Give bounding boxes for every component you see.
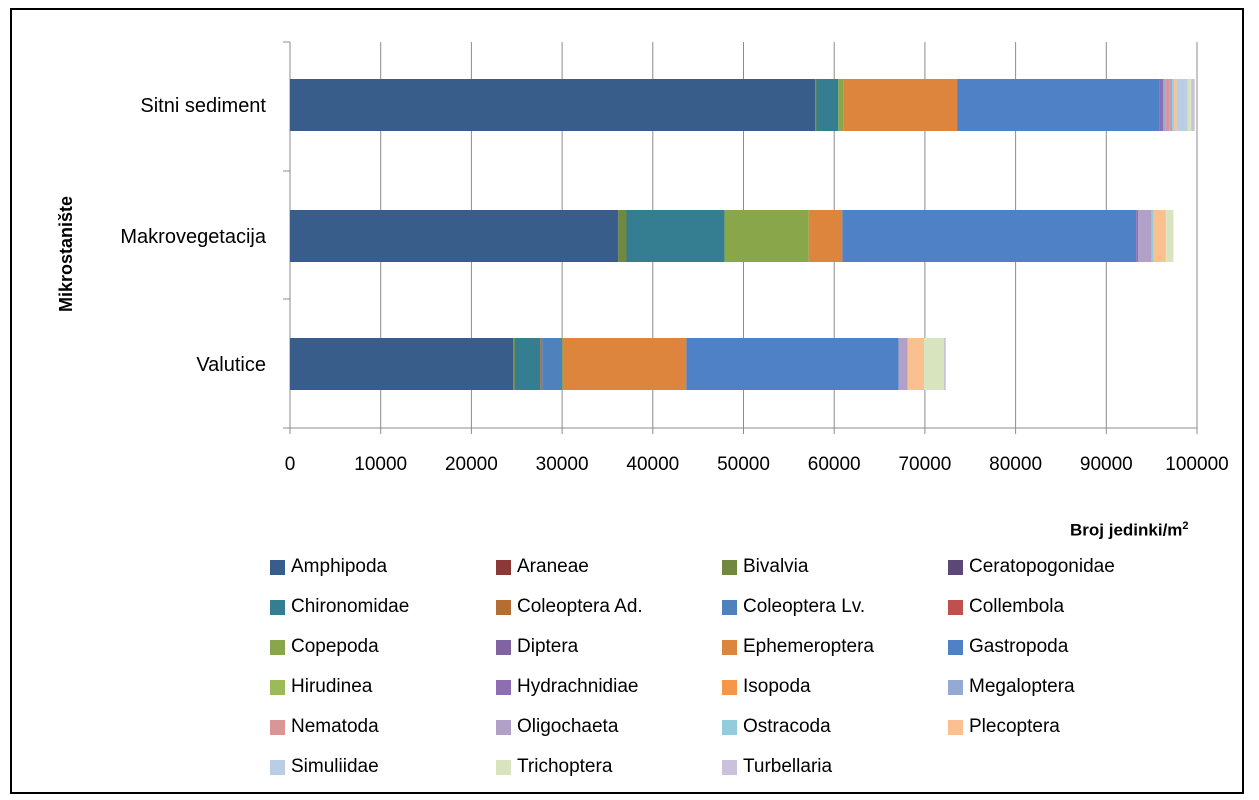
bar-segment	[842, 210, 1137, 262]
x-tick-label: 100000	[1165, 454, 1228, 475]
bar-segment	[843, 79, 958, 131]
bar-segment	[513, 338, 515, 390]
bar-segment	[514, 338, 541, 390]
x-axis-title-text: Broj jedinki/m	[1070, 520, 1183, 540]
category-label: Makrovegetacija	[120, 226, 267, 248]
bar-segment	[290, 79, 816, 131]
x-tick-label: 80000	[989, 454, 1042, 475]
bar-segment	[1136, 210, 1139, 262]
x-tick-label: 30000	[536, 454, 589, 475]
bar-segment	[898, 338, 908, 390]
x-tick-label: 40000	[626, 454, 679, 475]
x-tick-label: 90000	[1080, 454, 1133, 475]
bar-segment	[1173, 79, 1177, 131]
x-tick-label: 10000	[354, 454, 407, 475]
bar-segment	[1165, 210, 1167, 262]
x-axis-title-superscript: 2	[1182, 520, 1189, 532]
bar-segment	[1166, 210, 1174, 262]
bar-segment	[562, 338, 564, 390]
bar-segment	[542, 338, 563, 390]
bar-segment	[816, 79, 839, 131]
bar-segment	[815, 79, 817, 131]
bar-segment	[1159, 79, 1163, 131]
bar-segment	[1172, 79, 1174, 131]
x-axis-title: Broj jedinki/m2	[1070, 520, 1189, 541]
bar-segment	[1176, 79, 1188, 131]
chart-frame	[10, 8, 1244, 794]
bar-segment	[1153, 210, 1166, 262]
y-axis-title: Mikrostanište	[56, 195, 76, 312]
x-tick-label: 70000	[898, 454, 951, 475]
bar-segment	[1169, 79, 1173, 131]
category-label: Sitni sediment	[140, 95, 266, 117]
bar-segment	[290, 210, 619, 262]
bar-segment	[1162, 79, 1166, 131]
bar-segment	[957, 79, 1160, 131]
x-tick-label: 0	[285, 454, 296, 475]
bar-segment	[290, 338, 514, 390]
bar-segment	[618, 210, 627, 262]
bar-segment	[1138, 210, 1152, 262]
bar-segment	[1191, 79, 1195, 131]
x-tick-label: 60000	[808, 454, 861, 475]
bar-segment	[686, 338, 899, 390]
x-tick-label: 50000	[717, 454, 770, 475]
bar-segment	[540, 338, 543, 390]
bar-segment	[907, 338, 924, 390]
bar-segment	[923, 338, 944, 390]
category-label: Valutice	[196, 354, 266, 376]
x-tick-label: 20000	[445, 454, 498, 475]
bar-segment	[724, 210, 809, 262]
bar-segment	[1165, 79, 1170, 131]
bar-segment	[808, 210, 843, 262]
bar-segment	[626, 210, 725, 262]
bar-segment	[1151, 210, 1154, 262]
bar-segment	[563, 338, 687, 390]
bar-segment	[838, 79, 844, 131]
bar-segment	[943, 338, 946, 390]
bar-segment	[1187, 79, 1192, 131]
